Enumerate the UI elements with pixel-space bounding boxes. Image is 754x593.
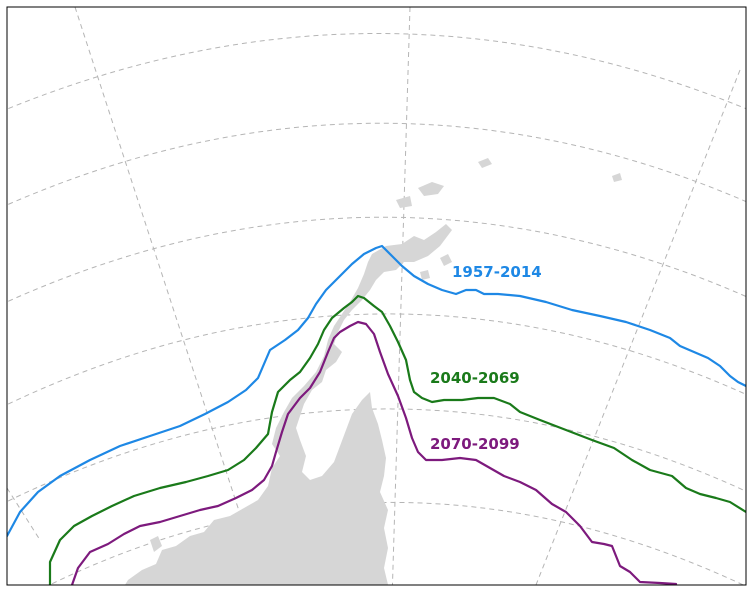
label-2070-2099: 2070-2099	[430, 435, 520, 453]
island-6	[420, 270, 430, 280]
lat-arc-4	[7, 313, 746, 406]
island-5	[440, 254, 452, 266]
label-2040-2069: 2040-2069	[430, 369, 520, 387]
lat-arc-1	[7, 33, 746, 110]
label-1957-2014: 1957-2014	[452, 263, 542, 281]
island-2	[396, 196, 412, 208]
lat-arc-3	[7, 216, 746, 303]
line-2040-2069	[48, 294, 746, 585]
peninsula-landmass	[124, 224, 452, 585]
lon-line-4	[7, 487, 41, 541]
lat-arc-2	[7, 122, 746, 206]
map-border	[6, 6, 747, 586]
land-antarctic-peninsula	[124, 158, 622, 585]
island-7	[150, 536, 162, 552]
line-2070-2099	[70, 320, 678, 585]
lon-line-2	[391, 7, 411, 585]
lon-line-1	[74, 7, 264, 585]
lat-arc-5	[7, 408, 746, 503]
island-1	[418, 182, 444, 196]
island-3	[478, 158, 492, 168]
lon-line-3	[535, 69, 741, 585]
graticule-longitude	[7, 7, 741, 585]
island-4	[612, 173, 622, 182]
line-1957-2014	[7, 244, 746, 538]
sea-ice-lines	[7, 244, 746, 585]
